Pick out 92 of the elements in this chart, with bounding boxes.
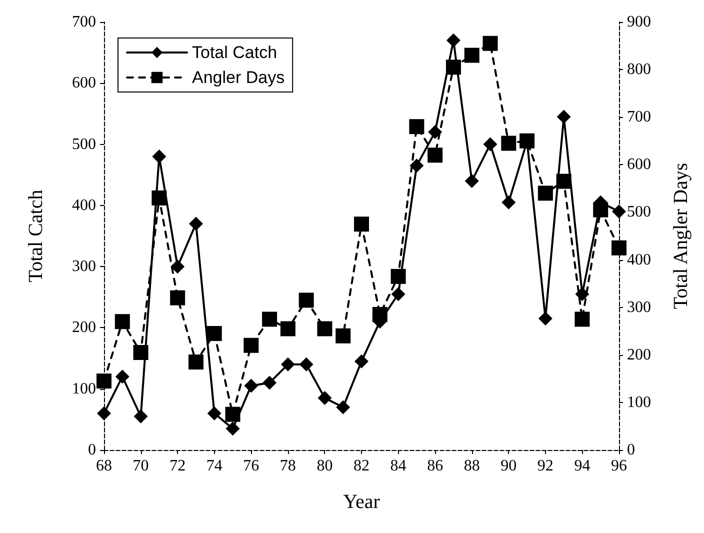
point [226, 422, 240, 436]
point [299, 357, 314, 372]
y2-tick-label: 100 [627, 394, 651, 411]
point [612, 204, 626, 219]
point [96, 374, 112, 389]
x-tick-label: 76 [243, 458, 260, 474]
y2-tick-label: 900 [627, 14, 651, 30]
point [114, 314, 130, 330]
point [280, 357, 295, 372]
x-tick-label: 90 [500, 458, 517, 474]
y2-tick-label: 200 [627, 346, 651, 364]
x-axis-title: Year [343, 491, 380, 513]
x-tick-label: 70 [132, 458, 149, 474]
point [298, 292, 314, 308]
point [575, 287, 590, 302]
y-tick-label: 700 [72, 14, 96, 30]
point [501, 136, 516, 151]
point [262, 376, 277, 390]
point [391, 287, 406, 302]
point [244, 338, 259, 353]
point [244, 378, 258, 393]
x-tick-label: 80 [316, 458, 333, 474]
y-tick-label: 600 [72, 74, 96, 92]
x-tick-label: 88 [464, 458, 480, 474]
point [336, 328, 351, 344]
y2-tick-label: 700 [627, 108, 651, 126]
point [317, 321, 332, 336]
x-tick-label: 68 [96, 458, 112, 474]
y-tick-label: 100 [72, 380, 96, 398]
point [152, 150, 166, 164]
y-axis-title: Total Catch [25, 190, 47, 282]
point [390, 268, 406, 284]
point [97, 406, 111, 420]
y-tick-label: 400 [72, 196, 96, 214]
x-tick-label: 92 [537, 458, 554, 474]
point [502, 195, 516, 210]
y2-tick-label: 0 [627, 442, 635, 458]
point [336, 400, 350, 414]
x-tick-label: 84 [390, 458, 406, 474]
y2-axis-title: Total Angler Days [670, 162, 692, 310]
y-tick-label: 300 [72, 258, 96, 276]
point [446, 33, 460, 48]
point [446, 60, 461, 75]
x-tick-label: 82 [354, 458, 370, 474]
legend-label: Total Catch [192, 43, 278, 62]
point [483, 137, 498, 152]
point [372, 306, 388, 322]
point [538, 312, 552, 326]
point [428, 125, 442, 140]
point [188, 216, 203, 231]
point [134, 409, 148, 424]
y-tick-label: 200 [72, 319, 96, 336]
point [538, 186, 553, 201]
x-tick-label: 86 [427, 458, 444, 474]
y2-tick-label: 300 [627, 298, 651, 316]
point [318, 391, 332, 406]
point [354, 354, 368, 368]
point [464, 174, 479, 188]
legend-label: Angler Days [192, 68, 285, 87]
point [556, 174, 572, 189]
y2-tick-label: 400 [627, 251, 651, 268]
point [170, 260, 185, 274]
point [410, 158, 424, 173]
y2-tick-label: 800 [627, 61, 651, 78]
y-tick-label: 0 [88, 442, 96, 458]
point [152, 190, 167, 206]
point [612, 240, 626, 256]
x-tick-label: 96 [611, 458, 627, 474]
point [188, 354, 204, 370]
point [409, 119, 424, 134]
point [280, 321, 296, 336]
point [170, 290, 186, 306]
x-tick-label: 94 [574, 458, 590, 474]
y2-tick-label: 600 [627, 156, 651, 174]
point [206, 326, 222, 341]
x-tick-label: 74 [206, 458, 222, 474]
y-tick-label: 500 [72, 136, 96, 153]
point [115, 370, 130, 384]
point [574, 312, 590, 327]
point [482, 36, 498, 51]
y2-tick-label: 500 [627, 204, 651, 221]
x-tick-label: 72 [170, 458, 186, 474]
point [225, 406, 240, 422]
point [464, 48, 480, 63]
point [133, 345, 148, 360]
point [428, 148, 443, 163]
point [556, 110, 571, 124]
point [262, 312, 278, 327]
point [207, 406, 222, 420]
point [354, 216, 369, 232]
x-tick-label: 78 [280, 458, 296, 474]
point [593, 202, 608, 218]
